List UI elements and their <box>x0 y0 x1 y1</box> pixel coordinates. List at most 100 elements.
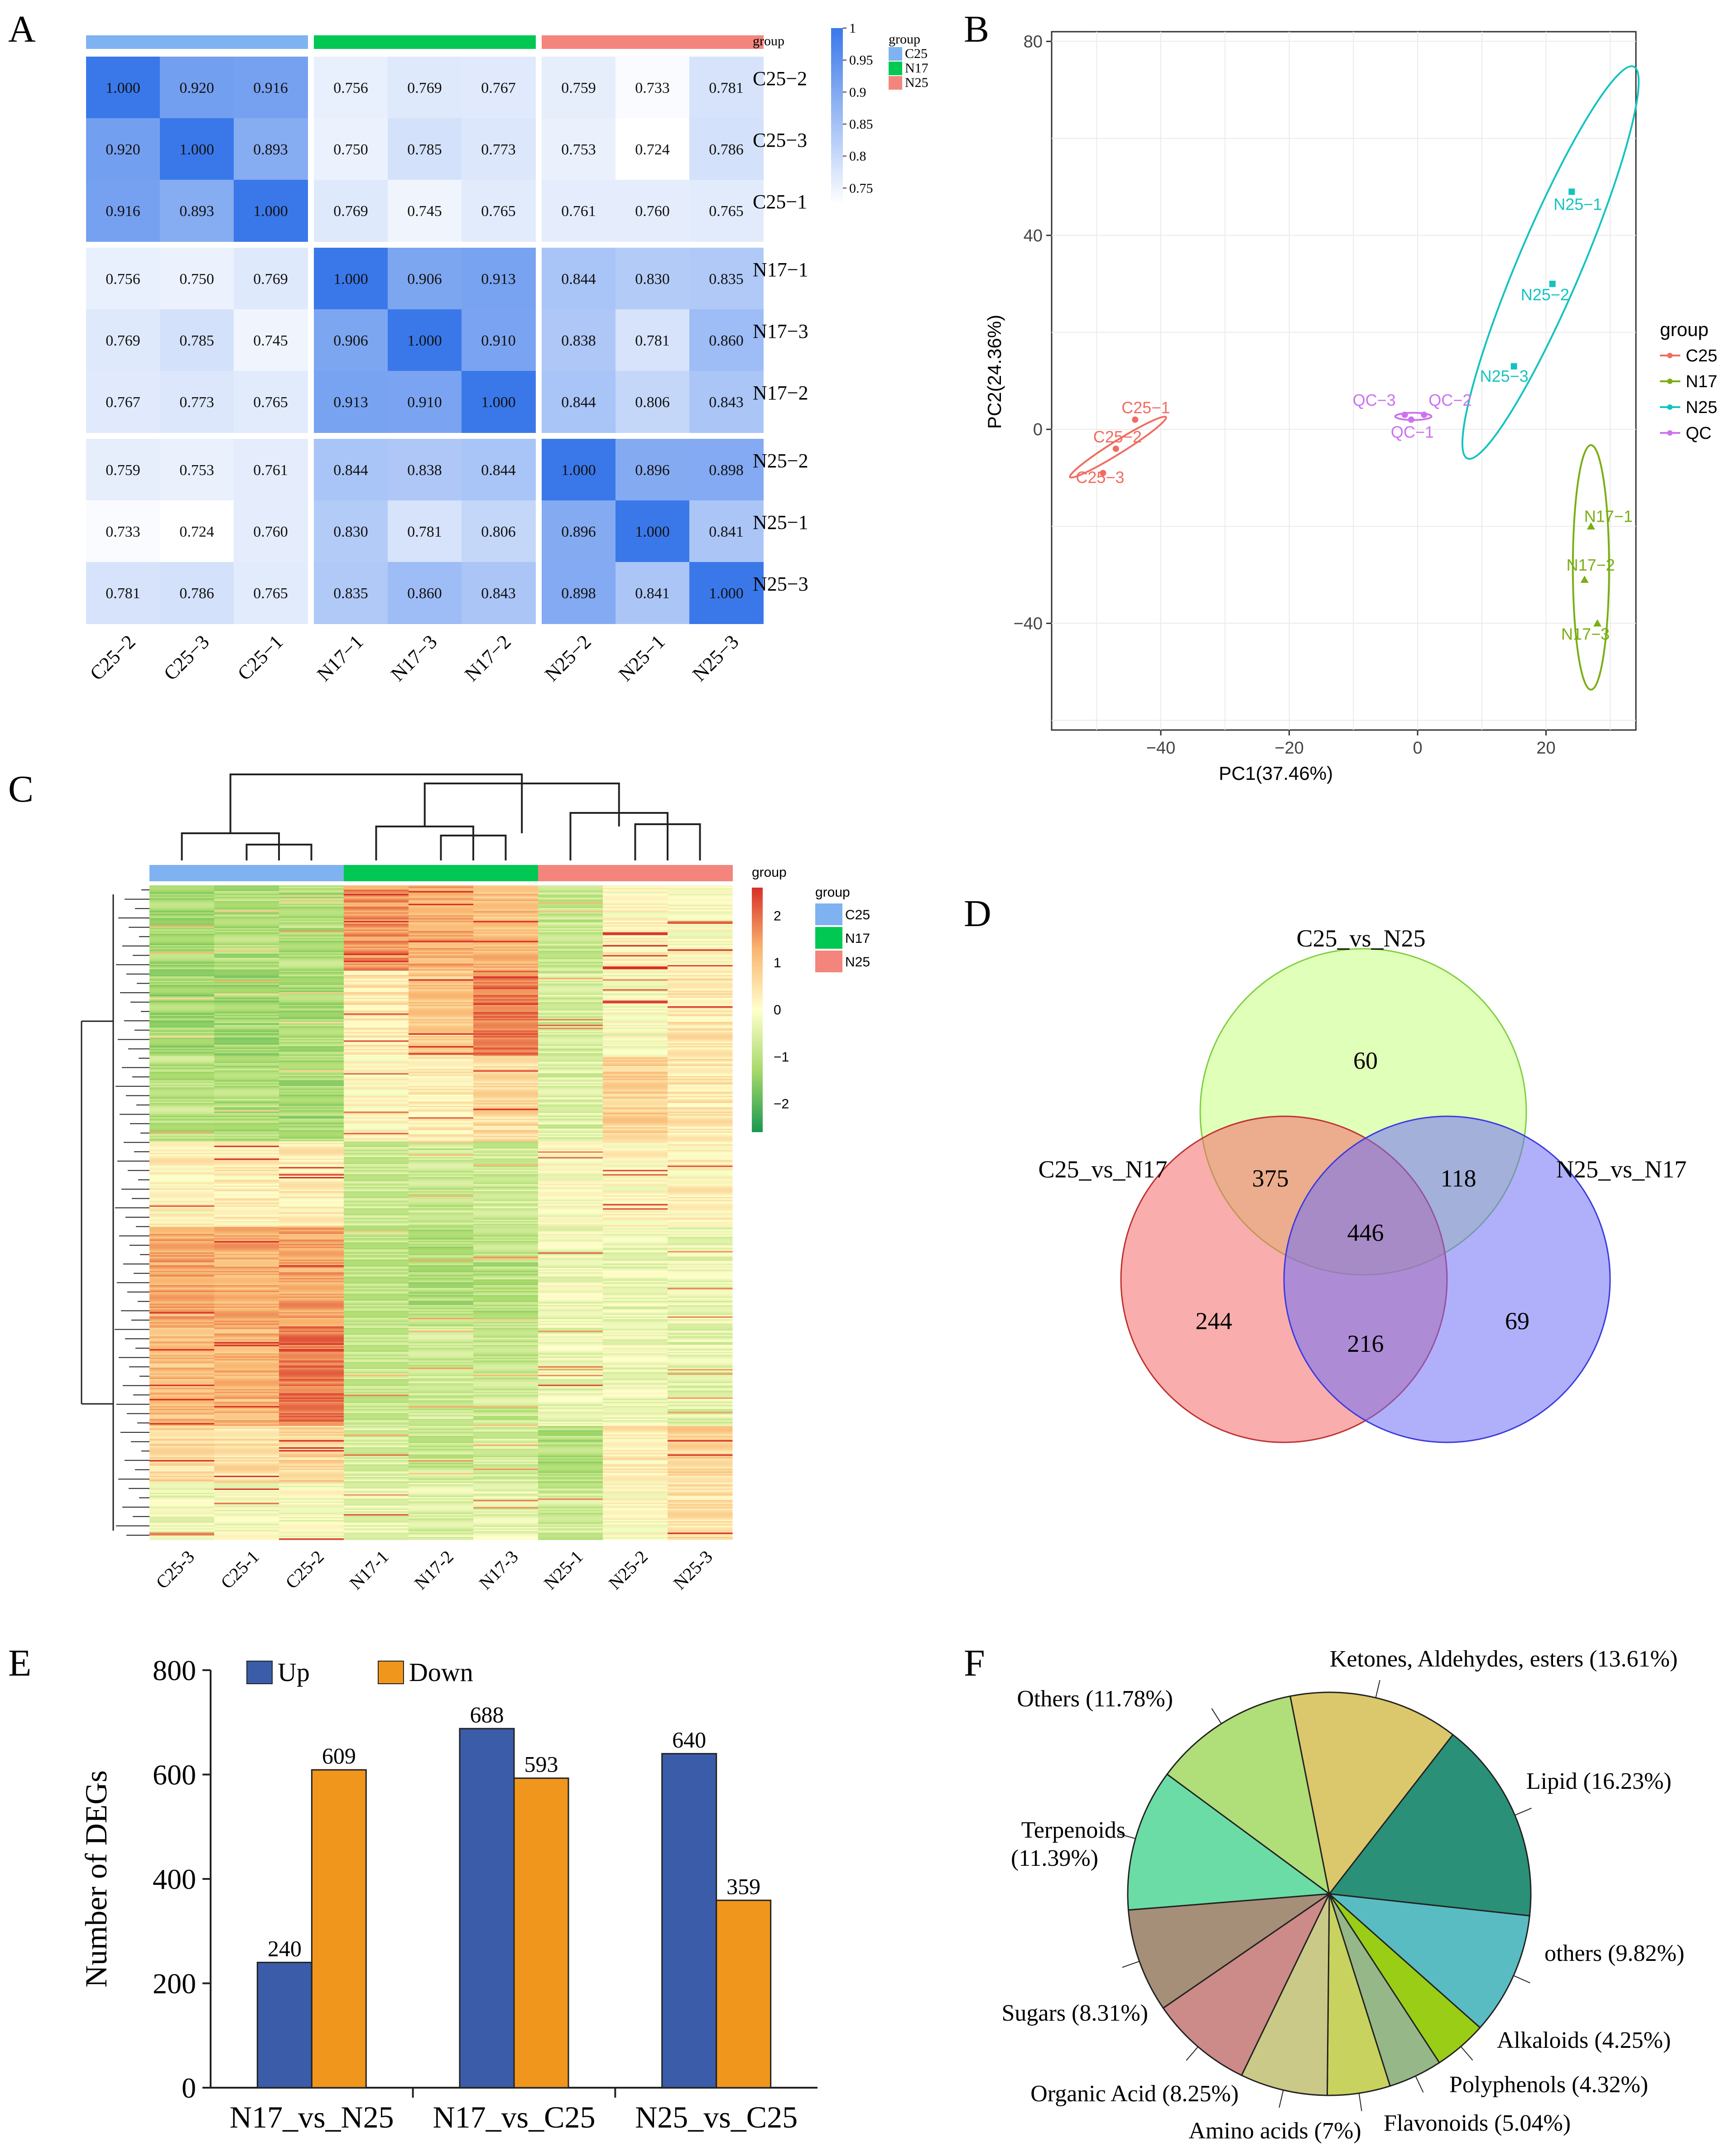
heatmap-cell <box>668 1083 733 1085</box>
heatmap-cell <box>409 1468 474 1470</box>
heatmap-cell <box>409 1225 474 1227</box>
heatmap-cell <box>668 1412 733 1413</box>
heatmap-cell <box>668 1441 733 1443</box>
heatmap-cell <box>214 1029 279 1031</box>
group-bar-C25-1 <box>214 865 279 881</box>
heatmap-cell <box>344 1393 409 1395</box>
heatmap-cell <box>344 1507 409 1509</box>
heatmap-cell <box>603 1403 668 1405</box>
heatmap-cell <box>409 1251 474 1253</box>
heatmap-cell <box>538 1181 603 1183</box>
heatmap-cell <box>279 1205 344 1207</box>
heatmap-cell <box>603 1477 668 1479</box>
heatmap-cell <box>214 1399 279 1401</box>
heatmap-cell <box>344 1331 409 1332</box>
heatmap-cell <box>214 1168 279 1170</box>
heatmap-cell <box>668 1364 733 1367</box>
heatmap-cell <box>538 1430 603 1432</box>
heatmap-cell <box>279 1504 344 1506</box>
leader-line <box>1186 2046 1198 2061</box>
heatmap-cell <box>668 1471 733 1473</box>
heatmap-cell <box>214 1151 279 1153</box>
heatmap-cell <box>214 1422 279 1423</box>
heatmap-cell <box>149 1201 215 1203</box>
heatmap-cell <box>149 1050 215 1052</box>
heatmap-cell <box>214 1009 279 1011</box>
heatmap-cell <box>344 1454 409 1456</box>
heatmap-cell <box>214 1003 279 1005</box>
heatmap-cell <box>214 1083 279 1085</box>
heatmap-cell <box>344 1286 409 1288</box>
heatmap-cell <box>668 1478 733 1480</box>
heatmap-cell <box>149 938 215 940</box>
heatmap-cell <box>409 897 474 898</box>
heatmap-cell <box>214 1052 279 1054</box>
point-C25−1 <box>1132 416 1139 423</box>
heatmap-cell <box>149 1510 215 1512</box>
heatmap-cell <box>409 1162 474 1165</box>
heatmap-cell <box>668 912 733 914</box>
heatmap-cell <box>344 1477 409 1479</box>
legend-title: group <box>1660 319 1708 340</box>
heatmap-cell <box>473 1303 539 1306</box>
heatmap-cell <box>603 1404 668 1407</box>
heatmap-cell <box>409 973 474 975</box>
heatmap-cell <box>538 1232 603 1235</box>
heatmap-cell <box>344 1232 409 1235</box>
heatmap-cell <box>149 1392 215 1393</box>
heatmap-cell <box>668 1143 733 1145</box>
heatmap-cell <box>279 1514 344 1516</box>
heatmap-cell <box>473 1477 539 1479</box>
heatmap-cell <box>279 1319 344 1321</box>
heatmap-cell <box>603 958 668 960</box>
heatmap-cell <box>214 963 279 966</box>
heatmap-cell <box>616 439 690 501</box>
heatmap-cell <box>279 1438 344 1441</box>
heatmap-cell <box>668 1162 733 1165</box>
heatmap-cell <box>409 1073 474 1075</box>
heatmap-cell <box>473 946 539 948</box>
slice-label: Alkaloids (4.25%) <box>1497 2027 1671 2053</box>
heatmap-cell <box>538 1215 603 1217</box>
heatmap-cell <box>538 1120 603 1122</box>
heatmap-cell <box>473 1285 539 1287</box>
heatmap-cell <box>214 908 279 910</box>
heatmap-cell <box>409 1154 474 1156</box>
heatmap-cell <box>668 1363 733 1365</box>
heatmap-cell <box>473 1254 539 1256</box>
heatmap-cell <box>603 1258 668 1260</box>
y-tick-label: 0 <box>182 2072 196 2104</box>
heatmap-cell <box>214 1347 279 1350</box>
heatmap-cell <box>344 1528 409 1530</box>
heatmap-cell <box>149 1215 215 1217</box>
heatmap-cell <box>603 989 668 991</box>
heatmap-cell <box>603 1141 668 1143</box>
heatmap-cell <box>149 1225 215 1227</box>
colorbar-tick-label: 0.85 <box>849 117 873 132</box>
heatmap-cell <box>603 1040 668 1042</box>
heatmap-cell <box>344 1301 409 1302</box>
heatmap-cell <box>668 1120 733 1122</box>
heatmap-cell <box>668 933 733 936</box>
heatmap-cell <box>214 1256 279 1259</box>
heatmap-cell <box>603 1220 668 1221</box>
set-label-N25_vs_N17: N25_vs_N17 <box>1556 1156 1687 1183</box>
heatmap-cell <box>149 1144 215 1146</box>
heatmap-cell <box>603 925 668 927</box>
heatmap-cell <box>279 1056 344 1058</box>
heatmap-cell <box>603 1505 668 1508</box>
heatmap-cell <box>538 1428 603 1431</box>
heatmap-cell <box>388 309 462 371</box>
heatmap-cell <box>668 980 733 983</box>
heatmap-cell <box>668 1230 733 1231</box>
heatmap-cell <box>603 1003 668 1005</box>
heatmap-cell <box>538 1488 603 1490</box>
heatmap-cell <box>668 1397 733 1399</box>
leader-line <box>1375 1680 1380 1698</box>
heatmap-cell <box>149 1535 215 1537</box>
heatmap-cell <box>538 985 603 987</box>
heatmap-cell <box>344 1109 409 1110</box>
heatmap-cell <box>149 1231 215 1233</box>
heatmap-cell <box>473 942 539 944</box>
heatmap-cell <box>473 1335 539 1337</box>
